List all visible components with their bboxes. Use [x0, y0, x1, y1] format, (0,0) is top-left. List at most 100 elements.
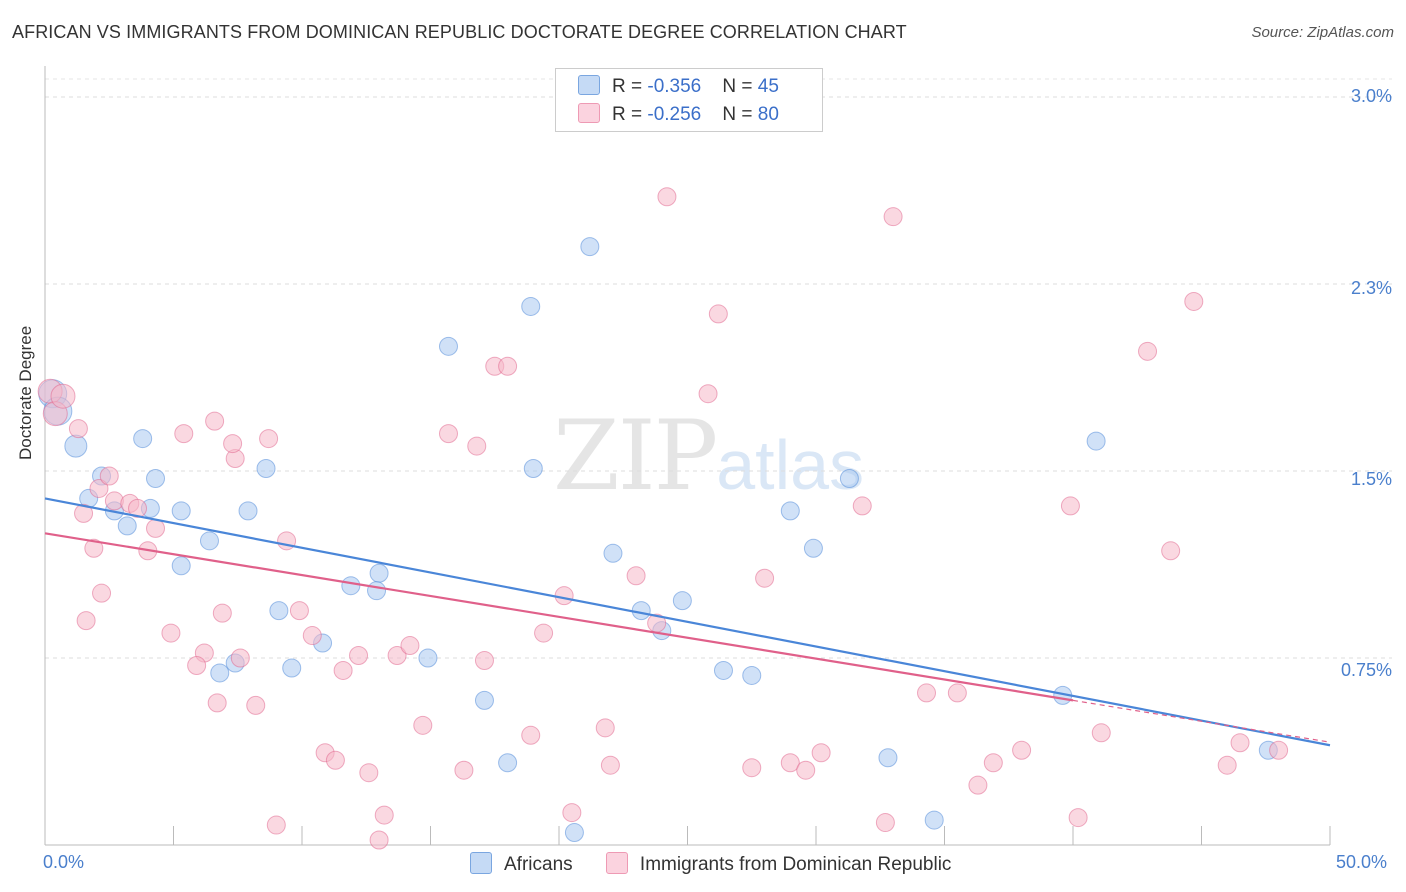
africans-point — [369, 563, 389, 583]
dominican-point — [84, 538, 104, 558]
dominican-point — [742, 758, 762, 778]
dominican-point — [883, 207, 903, 227]
dominican-point — [1091, 723, 1111, 743]
dominican-point — [917, 683, 937, 703]
dominican-point — [74, 503, 94, 523]
dominican-point — [187, 655, 207, 675]
dominican-point — [1217, 755, 1237, 775]
dominican-point — [1138, 341, 1158, 361]
r-label: R = — [612, 104, 648, 125]
africans-point — [924, 810, 944, 830]
dominican-point — [400, 636, 420, 656]
dominican-trend-extension — [1072, 699, 1331, 743]
dominican-point — [128, 498, 148, 518]
watermark: ZIPatlas — [553, 400, 864, 512]
legend-label: Africans — [504, 854, 573, 875]
africans-point — [256, 459, 276, 479]
africans-point — [171, 501, 191, 521]
watermark-zip: ZIP — [553, 400, 718, 512]
africans-point — [564, 823, 584, 843]
x-tick-label: 0.0% — [43, 852, 85, 872]
n-label: N = — [722, 104, 758, 125]
africans-point — [631, 601, 651, 621]
dominican-point — [595, 718, 615, 738]
africans-point — [878, 748, 898, 768]
africans-point — [269, 601, 289, 621]
r-value: -0.256 — [647, 104, 702, 125]
dominican-point — [467, 436, 487, 456]
dominican-point — [92, 583, 112, 603]
legend-swatch-pink — [605, 852, 628, 874]
dominican-point — [1012, 740, 1032, 760]
africans-point — [146, 468, 166, 488]
dominican-point — [875, 813, 895, 833]
dominican-point — [374, 805, 394, 825]
dominican-point — [708, 304, 728, 324]
r-value: -0.356 — [647, 76, 702, 97]
dominican-point — [369, 830, 389, 850]
africans-point — [438, 336, 458, 356]
dominican-point — [50, 383, 76, 409]
axes — [44, 66, 1331, 846]
y-tick-label: 3.0% — [1350, 86, 1392, 106]
r-label: R = — [612, 76, 648, 97]
y-axis-label: Doctorate Degree — [16, 325, 35, 460]
dominican-point — [554, 586, 574, 606]
dominican-point — [698, 384, 718, 404]
africans-point — [521, 296, 541, 316]
dominican-point — [325, 750, 345, 770]
dominican-point — [76, 611, 96, 631]
watermark-atlas: atlas — [716, 426, 865, 504]
dominican-point — [1184, 291, 1204, 311]
dominican-point — [796, 760, 816, 780]
legend-swatch-pink — [578, 103, 600, 123]
legend-item-africans: Africans — [470, 852, 573, 876]
africans-point — [238, 501, 258, 521]
dominican-point — [811, 743, 831, 763]
n-value: 80 — [757, 104, 779, 125]
legend-swatch-blue — [470, 852, 492, 874]
dominican-point — [521, 725, 541, 745]
africans-point — [1086, 431, 1106, 451]
africans-point — [603, 543, 623, 563]
y-tick-label: 2.3% — [1350, 278, 1392, 298]
y-tick-label: 1.5% — [1350, 469, 1392, 489]
dominican-point — [146, 518, 166, 538]
africans-point — [742, 665, 762, 685]
dominican-point — [600, 755, 620, 775]
dominican-trend-line — [44, 532, 1074, 702]
y-tick-label: 0.75% — [1340, 660, 1392, 680]
dominican-point — [68, 419, 88, 439]
dominican-point — [230, 648, 250, 668]
dominican-point — [626, 566, 646, 586]
dominican-point — [454, 760, 474, 780]
legend-row-africans: R = -0.356 N = 45 — [578, 75, 779, 98]
africans-point — [341, 576, 361, 596]
n-label: N = — [722, 76, 758, 97]
dominican-point — [99, 466, 119, 486]
dominican-point — [205, 411, 225, 431]
africans-point — [171, 556, 191, 576]
dominican-point — [983, 753, 1003, 773]
dominican-point — [780, 753, 800, 773]
x-tick-label: 50.0% — [1336, 852, 1388, 872]
series-legend: Africans Immigrants from Dominican Repub… — [470, 852, 979, 876]
africans-point — [133, 429, 153, 449]
dominican-point — [438, 424, 458, 444]
dominican-point — [212, 603, 232, 623]
source-label: Source: ZipAtlas.com — [1251, 24, 1394, 41]
legend-item-dominican: Immigrants from Dominican Republic — [605, 852, 952, 876]
africans-point — [282, 658, 302, 678]
dominican-point — [246, 695, 266, 715]
dominican-point — [852, 496, 872, 516]
africans-point — [199, 531, 219, 551]
legend-label: Immigrants from Dominican Republic — [639, 854, 952, 875]
legend-row-dominican: R = -0.256 N = 80 — [578, 103, 779, 126]
africans-point — [64, 434, 88, 458]
dominican-point — [302, 626, 322, 646]
dominican-point — [1068, 808, 1088, 828]
dominican-point — [89, 478, 109, 498]
dominican-point — [161, 623, 181, 643]
dominican-point — [1060, 496, 1080, 516]
